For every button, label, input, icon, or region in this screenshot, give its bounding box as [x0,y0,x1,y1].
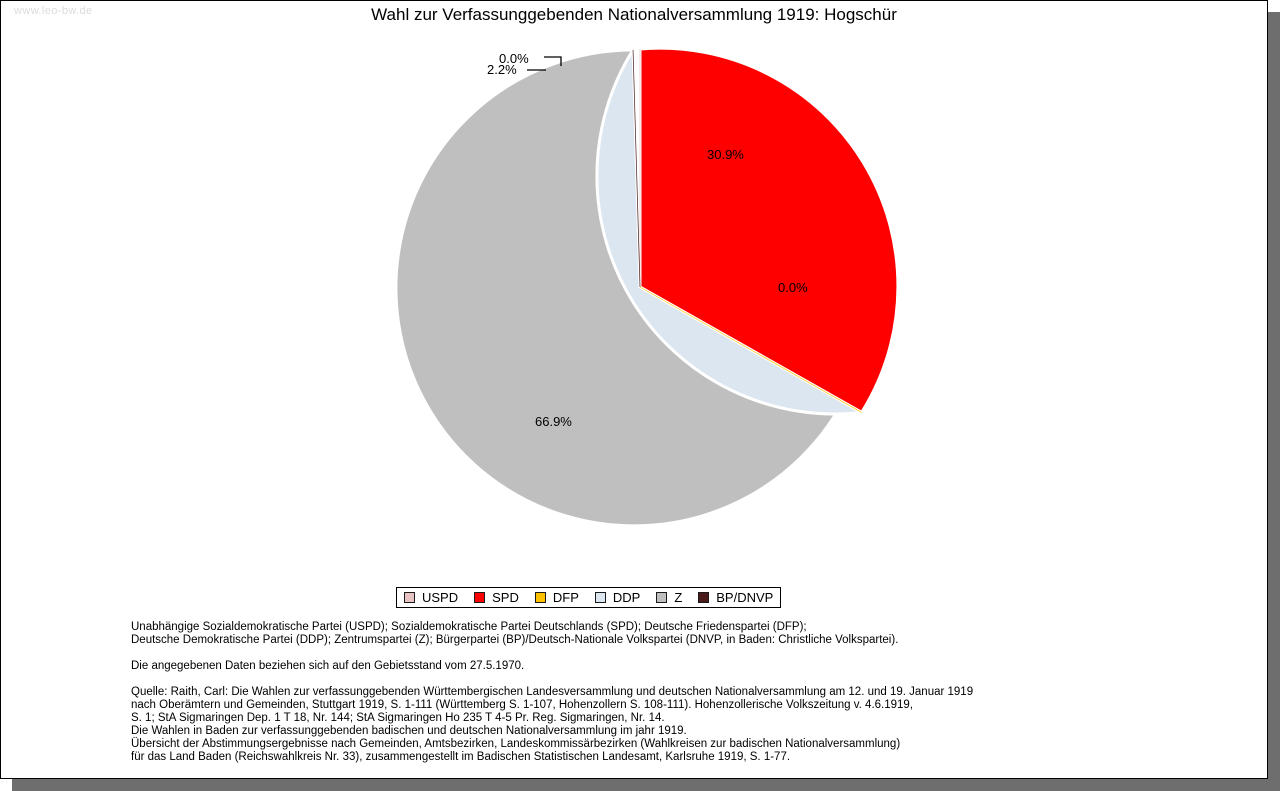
pie-label-spd: 30.9% [707,147,744,162]
note-line: Die Wahlen in Baden zur verfassunggebend… [131,725,687,737]
note-line: nach Oberämtern und Gemeinden, Stuttgart… [131,699,914,711]
legend-item-spd[interactable]: SPD [474,590,519,605]
pie-label-z: 66.9% [535,414,572,429]
note-line: Unabhängige Sozialdemokratische Partei (… [131,621,807,633]
legend-item-ddp[interactable]: DDP [594,590,641,605]
note-line: Übersicht der Abstimmungsergebnisse nach… [131,738,901,750]
pie-label-ddp: 2.2% [487,62,517,77]
pie-svg [394,44,900,528]
legend-swatch-dfp [534,592,546,603]
pie-slice-bpdnvp [632,49,641,288]
pie-chart: 0.0% 30.9% 2.2% 0.0% 66.9% [394,44,900,528]
legend-swatch-ddp [594,592,606,603]
pie-slice-spd [638,46,900,415]
pie-slice-dfp [639,286,862,413]
legend-label-uspd: USPD [422,590,459,605]
note-territory: Die angegebenen Daten beziehen sich auf … [131,660,1221,673]
note-line: Die angegebenen Daten beziehen sich auf … [131,660,525,672]
frame-shadow-bottom [12,779,1280,791]
note-line: Deutsche Demokratische Partei (DDP); Zen… [131,634,899,646]
note-line: Quelle: Raith, Carl: Die Wahlen zur verf… [131,686,974,698]
leader-line-uspd [544,56,562,66]
chart-legend: USPD SPD DFP DDP Z BP/DNVP [396,587,782,608]
note-line: S. 1; StA Sigmaringen Dep. 1 T 18, Nr. 1… [131,712,665,724]
legend-item-z[interactable]: Z [656,590,682,605]
legend-item-dfp[interactable]: DFP [534,590,579,605]
note-source: Quelle: Raith, Carl: Die Wahlen zur verf… [131,686,1221,764]
pie-slice-z [394,48,850,528]
legend-label-spd: SPD [492,590,519,605]
footnotes: Unabhängige Sozialdemokratische Partei (… [131,621,1221,764]
pie-slice-ddp [595,44,867,416]
legend-item-bpdnvp[interactable]: BP/DNVP [698,590,773,605]
legend-swatch-bpdnvp [698,592,710,603]
page-title: Wahl zur Verfassunggebenden Nationalvers… [371,5,897,24]
legend-swatch-uspd [404,592,415,603]
legend-label-bpdnvp: BP/DNVP [716,590,774,605]
legend-swatch-z [656,592,668,603]
pie-label-uspd: 0.0% [499,51,529,66]
legend-swatch-spd [474,592,486,603]
legend-label-dfp: DFP [552,590,579,605]
legend-label-ddp: DDP [612,590,641,605]
legend-item-uspd[interactable]: USPD [404,590,458,605]
frame-shadow-right [1268,12,1280,791]
legend-label-z: Z [674,590,683,605]
note-line: für das Land Baden (Reichswahlkreis Nr. … [131,751,791,763]
site-watermark: www.leo-bw.de [14,5,93,17]
pie-label-dfp: 0.0% [778,280,808,295]
note-parties: Unabhängige Sozialdemokratische Partei (… [131,621,1221,647]
